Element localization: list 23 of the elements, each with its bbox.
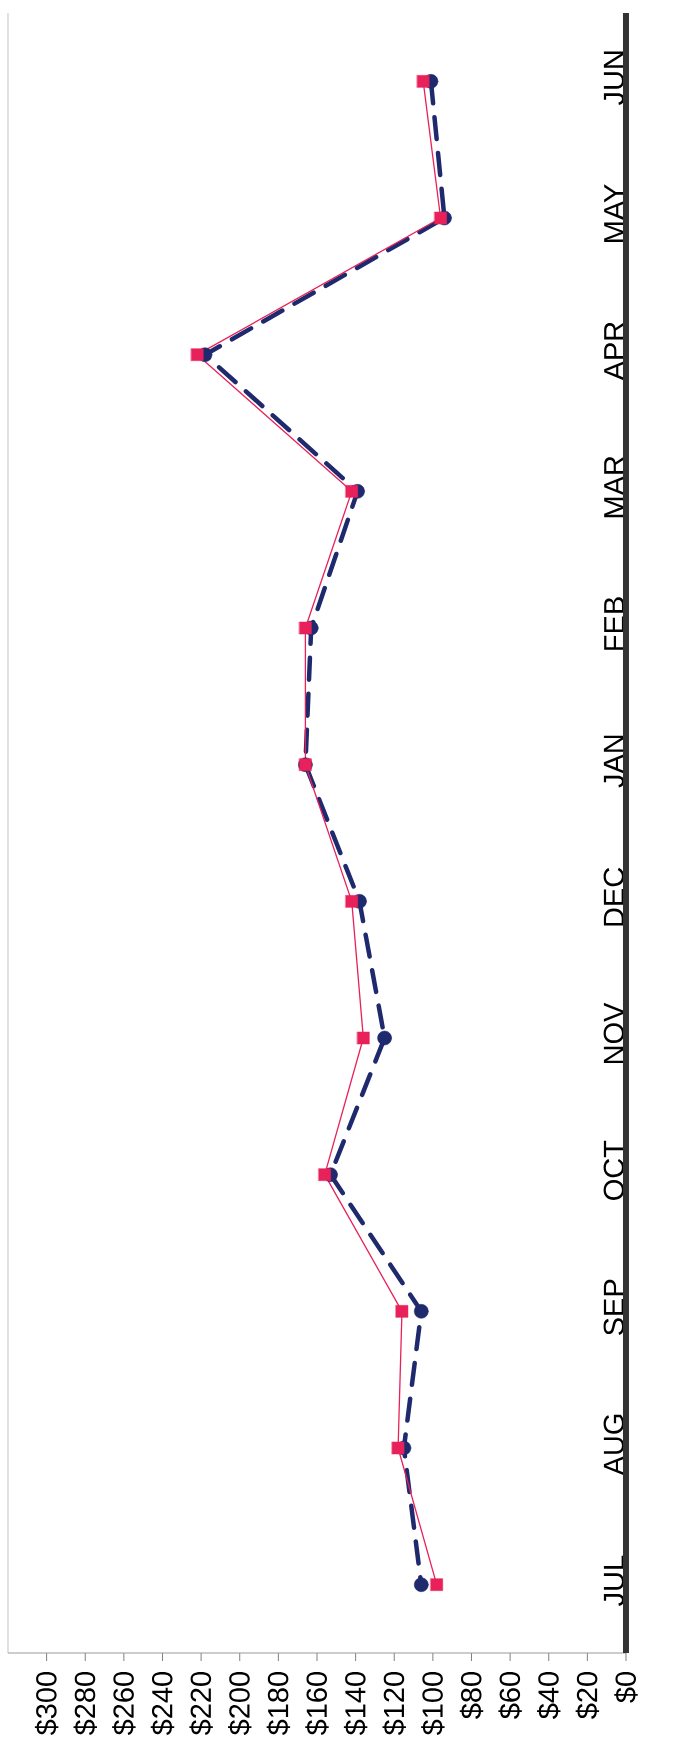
x-tick-label: $240: [150, 1672, 175, 1736]
x-tick-label: $80: [459, 1672, 484, 1719]
x-tick-label: $220: [189, 1672, 213, 1736]
x-tick-label: $160: [305, 1672, 329, 1736]
x-tick-label: $0: [614, 1672, 638, 1703]
y-tick-label: APR: [604, 322, 625, 381]
x-tick-label: $140: [343, 1672, 368, 1736]
x-tick-label: $40: [537, 1672, 561, 1719]
y-tick-label: NOV: [603, 1002, 625, 1064]
y-tick-label: JUN: [603, 51, 625, 106]
x-tick-label: $100: [421, 1672, 445, 1736]
y-tick-label: JAN: [603, 735, 625, 788]
y-tick-label: MAY: [604, 184, 625, 242]
x-tick-label: $260: [112, 1672, 136, 1736]
x-tick-label: $20: [575, 1672, 600, 1719]
x-tick-label: $280: [73, 1672, 97, 1736]
x-tick-label: $120: [382, 1672, 406, 1736]
x-tick-label: $200: [228, 1672, 252, 1736]
y-tick-label: OCT: [603, 1140, 625, 1200]
x-tick-label: $60: [498, 1672, 522, 1719]
x-tick-label: $300: [34, 1672, 59, 1736]
x-tick-label: $180: [266, 1672, 291, 1736]
y-tick-label: MAR: [604, 456, 625, 518]
